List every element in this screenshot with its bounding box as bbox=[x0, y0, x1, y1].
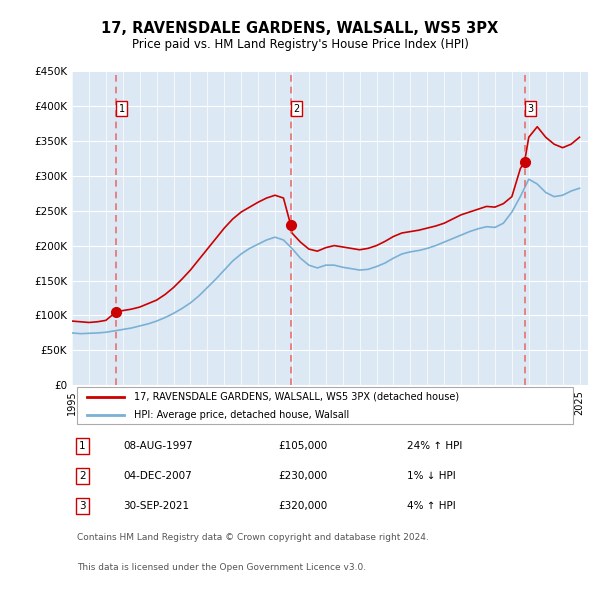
Text: 17, RAVENSDALE GARDENS, WALSALL, WS5 3PX (detached house): 17, RAVENSDALE GARDENS, WALSALL, WS5 3PX… bbox=[134, 392, 459, 402]
Text: 3: 3 bbox=[79, 502, 86, 512]
FancyBboxPatch shape bbox=[77, 388, 572, 424]
Text: 1: 1 bbox=[79, 441, 86, 451]
Text: 3: 3 bbox=[527, 104, 533, 113]
Text: 1: 1 bbox=[119, 104, 125, 113]
Text: £230,000: £230,000 bbox=[278, 471, 328, 481]
Text: 24% ↑ HPI: 24% ↑ HPI bbox=[407, 441, 463, 451]
Text: £320,000: £320,000 bbox=[278, 502, 328, 512]
Text: 30-SEP-2021: 30-SEP-2021 bbox=[124, 502, 190, 512]
Text: 2: 2 bbox=[79, 471, 86, 481]
Text: 2: 2 bbox=[293, 104, 299, 113]
Text: 1% ↓ HPI: 1% ↓ HPI bbox=[407, 471, 456, 481]
Text: 4% ↑ HPI: 4% ↑ HPI bbox=[407, 502, 456, 512]
Text: 04-DEC-2007: 04-DEC-2007 bbox=[124, 471, 193, 481]
Text: £105,000: £105,000 bbox=[278, 441, 328, 451]
Text: Price paid vs. HM Land Registry's House Price Index (HPI): Price paid vs. HM Land Registry's House … bbox=[131, 38, 469, 51]
Text: Contains HM Land Registry data © Crown copyright and database right 2024.: Contains HM Land Registry data © Crown c… bbox=[77, 533, 429, 542]
Text: This data is licensed under the Open Government Licence v3.0.: This data is licensed under the Open Gov… bbox=[77, 563, 366, 572]
Text: 08-AUG-1997: 08-AUG-1997 bbox=[124, 441, 193, 451]
Text: HPI: Average price, detached house, Walsall: HPI: Average price, detached house, Wals… bbox=[134, 409, 349, 419]
Text: 17, RAVENSDALE GARDENS, WALSALL, WS5 3PX: 17, RAVENSDALE GARDENS, WALSALL, WS5 3PX bbox=[101, 21, 499, 35]
